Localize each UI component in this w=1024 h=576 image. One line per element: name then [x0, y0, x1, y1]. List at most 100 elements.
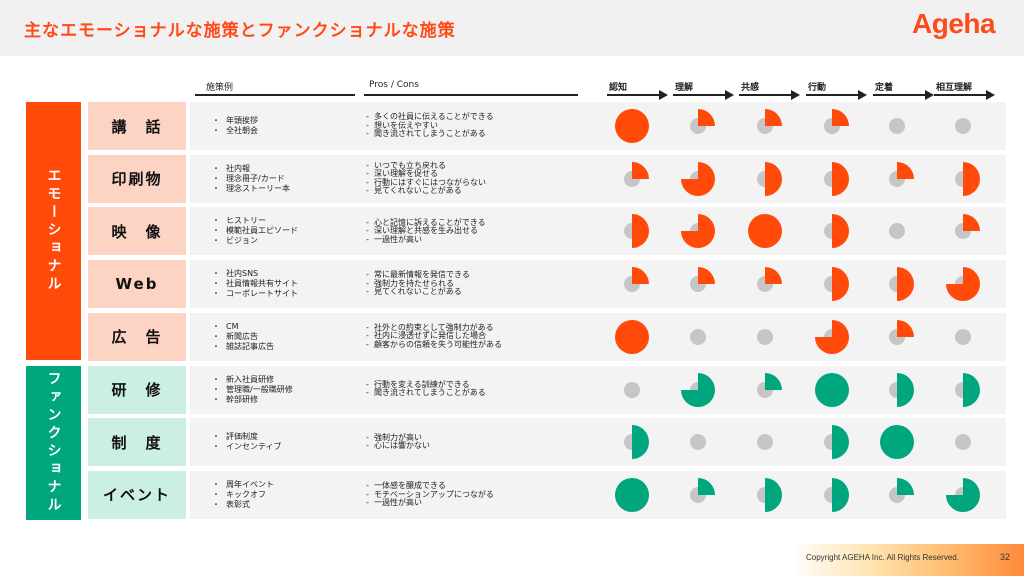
partial-pie-icon: [624, 161, 649, 187]
pros-cons-item: 心には響かない: [366, 442, 430, 451]
partial-pie-icon: [824, 214, 849, 249]
examples-list: 評価制度インセンティブ: [212, 432, 282, 452]
partial-pie-icon: [690, 109, 715, 134]
table-row: [190, 260, 1006, 309]
partial-pie-icon: [889, 267, 914, 302]
examples-list: 社内報理念冊子/カード理念ストーリー本: [212, 164, 290, 194]
partial-pie-icon: [946, 477, 980, 512]
pros-cons-item: 行動を変える訓練ができる: [366, 380, 486, 390]
partial-pie-icon: [889, 319, 914, 345]
pros-cons-item: 深い理解を促せる: [366, 169, 486, 179]
partial-pie-icon: [681, 372, 715, 407]
ageha-logo: Ageha: [912, 8, 996, 39]
page-number: 32: [1000, 552, 1011, 562]
pros-cons-item: 多くの社員に伝えることができる: [366, 112, 494, 122]
group-label-functional: ファンクショナル: [26, 366, 81, 520]
pros-cons-item: 一過性が高い: [366, 499, 494, 508]
partial-pie-icon: [681, 161, 715, 196]
full-pie-icon: [880, 425, 914, 460]
table-row: [190, 418, 1006, 467]
stage-arrow-icon: [934, 90, 995, 100]
stage-arrow-icon: [739, 90, 800, 100]
pros-cons-list: いつでも立ち戻れる深い理解を促せる行動にはすぐにはつながらない見てくれないことが…: [366, 161, 486, 196]
pros-cons-item: 見てくれないことがある: [366, 187, 486, 196]
partial-pie-icon: [889, 161, 914, 187]
example-item: ビジョン: [212, 236, 298, 246]
example-item: 社員情報共有サイト: [212, 279, 298, 289]
example-item: 全社朝会: [212, 126, 258, 136]
empty-dot-icon: [757, 328, 773, 345]
full-pie-icon: [748, 214, 782, 249]
examples-list: 周年イベントキックオフ表彰式: [212, 480, 274, 510]
pros-cons-list: 多くの社員に伝えることができる想いを伝えやすい聞き流されてしまうことがある: [366, 112, 494, 139]
empty-dot-icon: [889, 223, 905, 240]
table-row: [190, 102, 1006, 150]
partial-pie-icon: [624, 267, 649, 293]
pros-cons-item: 常に最新情報を発信できる: [366, 271, 470, 280]
column-underline-examples: [195, 94, 355, 96]
empty-dot-icon: [690, 328, 706, 345]
example-item: 模範社員エピソード: [212, 226, 298, 236]
example-item: ヒストリー: [212, 216, 298, 226]
pros-cons-item: 強制力が高い: [366, 433, 430, 443]
pros-cons-item: モチベーションアップにつながる: [366, 490, 494, 500]
example-item: 評価制度: [212, 432, 282, 442]
partial-pie-icon: [824, 267, 849, 302]
partial-pie-icon: [757, 161, 782, 196]
pros-cons-item: 強制力を持たせられる: [366, 279, 470, 289]
stage-arrow-icon: [873, 90, 934, 100]
group-label-emotional: エモーショナル: [26, 102, 81, 360]
partial-pie-icon: [690, 267, 715, 293]
full-pie-icon: [615, 477, 649, 512]
empty-dot-icon: [955, 118, 971, 134]
pros-cons-item: 顧客からの信頼を失う可能性がある: [366, 340, 502, 350]
example-item: 幹部研修: [212, 395, 293, 405]
category-label: Web: [88, 260, 186, 309]
pros-cons-item: 見てくれないことがある: [366, 288, 470, 297]
stage-header-retention: 定着: [875, 83, 894, 93]
example-item: 新聞広告: [212, 332, 274, 342]
full-pie-icon: [615, 319, 649, 354]
empty-dot-icon: [757, 434, 773, 451]
example-item: インセンティブ: [212, 442, 282, 452]
pros-cons-item: 社外との約束として強制力がある: [366, 323, 502, 333]
partial-pie-icon: [757, 372, 782, 398]
pros-cons-list: 常に最新情報を発信できる強制力を持たせられる見てくれないことがある: [366, 271, 470, 297]
empty-dot-icon: [624, 381, 640, 398]
partial-pie-icon: [824, 161, 849, 196]
pros-cons-item: いつでも立ち戻れる: [366, 161, 486, 171]
stage-arrow-icon: [673, 90, 734, 100]
partial-pie-icon: [824, 477, 849, 512]
stage-header-mutual-understanding: 相互理解: [936, 83, 973, 93]
full-pie-icon: [815, 372, 849, 407]
pros-cons-item: 心と記憶に訴えることができる: [366, 218, 486, 228]
pros-cons-list: 強制力が高い心には響かない: [366, 433, 430, 451]
stage-header-understanding: 理解: [675, 83, 694, 93]
examples-list: 年頭挨拶全社朝会: [212, 116, 258, 136]
table-row: [190, 207, 1006, 256]
empty-dot-icon: [955, 434, 971, 451]
stage-arrow-icon: [806, 90, 867, 100]
category-label: 講 話: [88, 102, 186, 150]
empty-dot-icon: [889, 118, 905, 134]
table-row: [190, 312, 1006, 361]
pros-cons-list: 社外との約束として強制力がある社内に浸透せずに発信した場合顧客からの信頼を失う可…: [366, 323, 502, 350]
examples-list: ヒストリー模範社員エピソードビジョン: [212, 216, 298, 246]
partial-pie-icon: [824, 425, 849, 460]
category-label: 映 像: [88, 207, 186, 256]
partial-pie-icon: [824, 109, 849, 134]
column-header-pros-cons: Pros / Cons: [369, 80, 419, 90]
examples-list: 新入社員研修管理職/一般職研修幹部研修: [212, 375, 293, 405]
partial-pie-icon: [757, 109, 782, 134]
examples-list: 社内SNS社員情報共有サイトコーポレートサイト: [212, 269, 298, 299]
column-header-examples: 施策例: [206, 83, 234, 93]
table-row: [190, 470, 1006, 519]
example-item: キックオフ: [212, 490, 274, 500]
example-item: CM: [212, 322, 274, 332]
partial-pie-icon: [955, 161, 980, 196]
partial-pie-icon: [624, 214, 649, 249]
partial-pie-icon: [955, 372, 980, 407]
pros-cons-item: 一体感を醸成できる: [366, 481, 494, 491]
category-label: 広 告: [88, 312, 186, 361]
category-label: 制 度: [88, 418, 186, 467]
